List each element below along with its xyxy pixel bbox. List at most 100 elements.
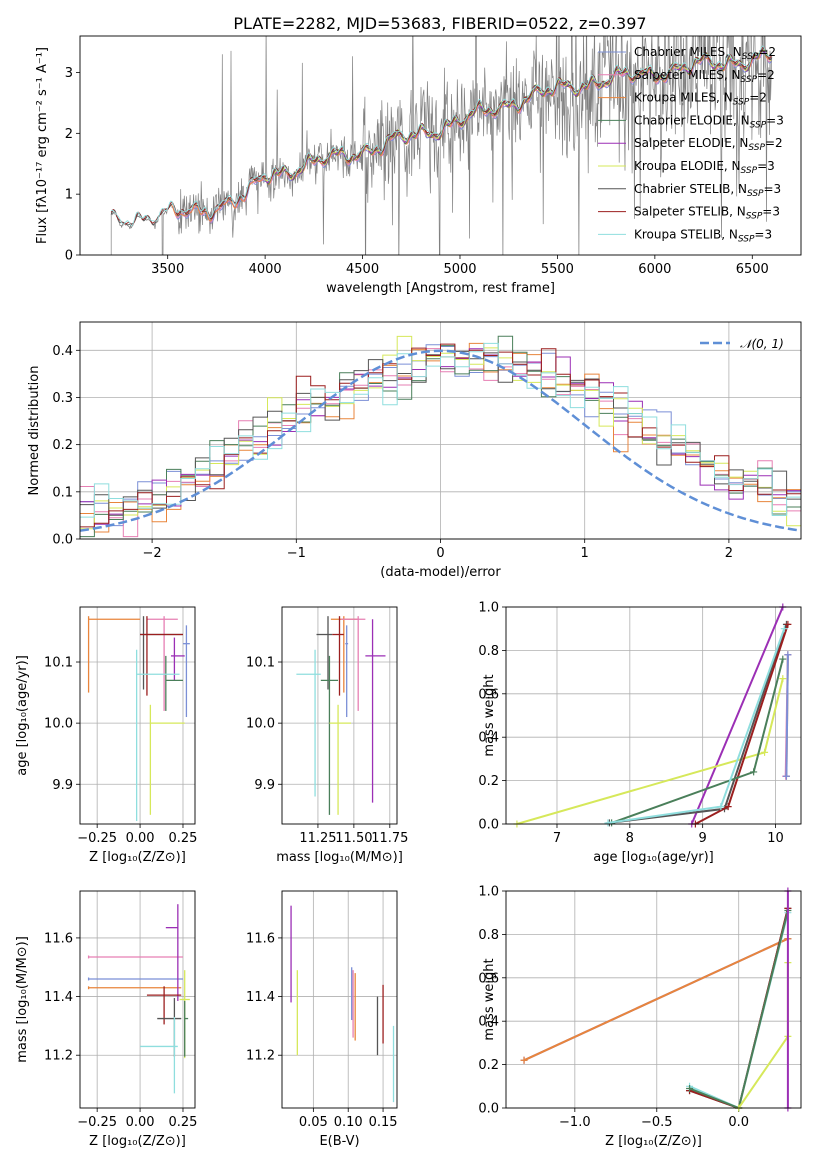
x-tick-label: 6500 [736, 262, 769, 277]
y-tick-label: 10.0 [246, 717, 275, 732]
weight-point-marker [724, 803, 732, 811]
legend-entry: Kroupa MILES, NSSP=2 [634, 91, 767, 108]
y-tick-label: 1.0 [478, 885, 499, 900]
weight-series-line [611, 658, 784, 824]
mass-vs-ebv-panel: 0.05 0.10 0.15 11.2 11.4 11.6 E(B-V) [246, 890, 398, 1149]
x-tick-label: 0.05 [299, 1115, 328, 1130]
legend-entry-name: Chabrier STELIB, N [634, 182, 747, 196]
weight-series-line [737, 962, 789, 1108]
weight-point-marker [782, 772, 790, 780]
model-spectrum-line [110, 45, 773, 226]
x-tick-label: −0.25 [77, 1115, 117, 1130]
axes-frame [281, 890, 398, 1109]
weight-point-marker [779, 655, 787, 663]
x-tick-label: 0.25 [169, 831, 198, 846]
x-axis-label: Z [log₁₀(Z/Z⊙)] [605, 1134, 702, 1149]
weight-series-line [609, 624, 788, 824]
weight-point-marker [604, 819, 612, 827]
axes-frame [79, 321, 802, 540]
weight-point-marker [686, 1084, 694, 1092]
legend-entry: Salpeter ELODIE, NSSP=2 [634, 136, 783, 153]
weight-point-marker [780, 625, 788, 633]
x-axis-label: E(B-V) [319, 1134, 359, 1149]
y-tick-label: 2 [65, 127, 73, 142]
x-axis-label: wavelength [Angstrom, rest frame] [326, 281, 555, 296]
x-tick-label: 0.0 [728, 1115, 749, 1130]
x-tick-label: 4500 [346, 262, 379, 277]
x-axis-label: (data-model)/error [380, 565, 501, 580]
legend-entry-subscript: SSP [747, 189, 764, 199]
y-tick-label: 1.0 [478, 601, 499, 616]
axes-frame [79, 606, 196, 825]
age-vs-metallicity-panel: −0.25 0.00 0.25 9.9 10.0 10.1 Z [log₁₀(Z/Z⊙)] a… [15, 606, 198, 865]
x-tick-label: 11.25 [299, 831, 336, 846]
legend-entry-name: Chabrier MILES, N [634, 45, 742, 59]
legend-entry-nssp: =3 [757, 159, 775, 173]
y-axis-label: mass weight [482, 674, 497, 756]
x-tick-label: 0 [436, 546, 444, 561]
x-tick-label: −1 [287, 546, 306, 561]
residual-histogram-step [80, 342, 801, 518]
x-tick-label: 0.10 [334, 1115, 363, 1130]
y-tick-label: 11.6 [246, 931, 275, 946]
x-axis-label: Z [log₁₀(Z/Z⊙)] [89, 850, 186, 865]
y-tick-label: 11.2 [44, 1049, 73, 1064]
y-tick-label: 0.2 [478, 774, 499, 789]
legend-entry-name: Chabrier ELODIE, N [634, 113, 750, 127]
x-tick-label: 9 [699, 831, 707, 846]
observed-spectrum-line [110, 36, 773, 255]
legend-entry-name: Salpeter STELIB, N [634, 205, 746, 219]
y-tick-label: 0.4 [52, 344, 73, 359]
legend-entry: Kroupa STELIB, NSSP=3 [634, 227, 772, 244]
axes-frame [505, 606, 802, 825]
x-tick-label: 0.25 [169, 1115, 198, 1130]
x-tick-label: 7 [553, 831, 561, 846]
x-axis-label: age [log₁₀(age/yr)] [593, 850, 714, 865]
y-axis-label: age [log₁₀(age/yr)] [15, 655, 30, 776]
x-tick-label: 5500 [541, 262, 574, 277]
legend-entry-nssp: =3 [754, 227, 772, 241]
y-tick-label: 11.2 [246, 1049, 275, 1064]
x-tick-label: 11.50 [335, 831, 372, 846]
x-tick-label: 10 [767, 831, 784, 846]
x-tick-label: 11.75 [371, 831, 408, 846]
weight-series-line [785, 654, 789, 777]
x-axis-label: Z [log₁₀(Z/Z⊙)] [89, 1134, 186, 1149]
y-tick-label: 0.1 [52, 485, 73, 500]
y-tick-label: 1 [65, 188, 73, 203]
y-tick-label: 0.6 [478, 971, 499, 986]
weight-point-marker [750, 768, 758, 776]
x-tick-label: −0.5 [641, 1115, 673, 1130]
normal-curve-line [79, 349, 802, 532]
weight-point-marker [717, 803, 725, 811]
y-axis-label: mass [log₁₀(M/M⊙)] [15, 936, 30, 1063]
y-tick-label: 0.0 [52, 533, 73, 548]
legend-entry-name: Kroupa ELODIE, N [634, 159, 741, 173]
mass-vs-metallicity-panel: −0.25 0.00 0.25 11.2 11.4 11.6 Z [log₁₀(Z/Z⊙)]… [15, 890, 198, 1149]
legend-entry: Chabrier MILES, NSSP=2 [634, 45, 776, 62]
weight-point-marker [520, 1056, 528, 1064]
y-tick-label: 0.8 [478, 644, 499, 659]
x-tick-label: −1.0 [559, 1115, 591, 1130]
legend-entry-subscript: SSP [738, 234, 755, 244]
axes-frame [505, 890, 802, 1109]
axes-frame [281, 606, 398, 825]
y-tick-label: 0.0 [478, 818, 499, 833]
legend-entry: Kroupa ELODIE, NSSP=3 [634, 159, 775, 176]
x-tick-label: 2 [725, 546, 733, 561]
y-tick-label: 9.9 [52, 778, 73, 793]
y-tick-label: 0.0 [478, 1102, 499, 1117]
legend-entry-nssp: =2 [758, 45, 776, 59]
x-tick-label: 8 [626, 831, 634, 846]
weight-vs-metallicity-panel: −1.0 −0.5 0.0 0.0 0.2 0.4 0.6 0.8 1.0 Z [log₁₀(Z/… [478, 885, 802, 1149]
legend-entry-name: Kroupa STELIB, N [634, 227, 738, 241]
weight-series-line [523, 937, 789, 1062]
spectrum-panel: 3500 4000 4500 5000 5500 6000 6500 0 1 2 3 waveleng… [35, 35, 802, 296]
y-tick-label: 10.1 [44, 656, 73, 671]
legend-entry-subscript: SSP [750, 120, 767, 130]
legend-entry: 𝒩(0, 1) [740, 337, 784, 351]
y-tick-label: 0.2 [478, 1058, 499, 1073]
x-tick-label: 1 [581, 546, 589, 561]
weight-point-marker [784, 620, 792, 628]
